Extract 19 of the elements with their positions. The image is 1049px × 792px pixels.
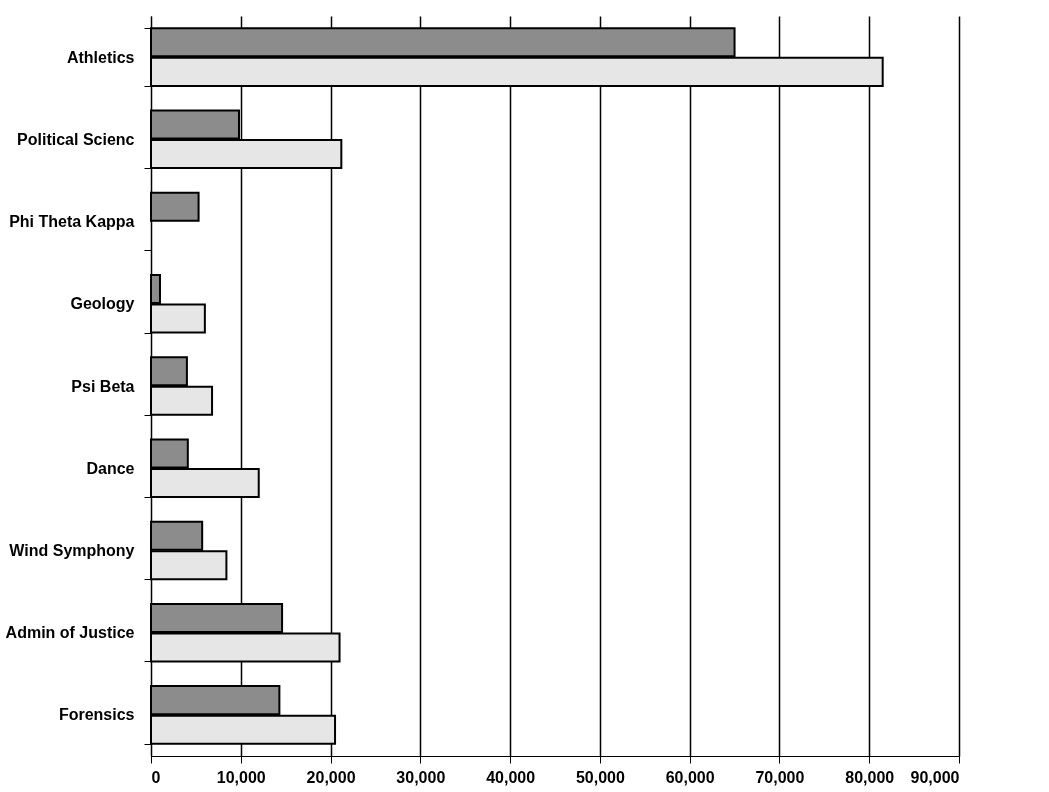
y-tick-label: Phi Theta Kappa xyxy=(9,213,135,231)
y-tick-label: Political Scienc xyxy=(17,130,135,148)
x-tick-label: 50,000 xyxy=(575,768,625,786)
x-tick-label: 60,000 xyxy=(665,768,715,786)
x-tick-label: 90,000 xyxy=(910,768,960,786)
y-tick-label: Forensics xyxy=(58,706,135,724)
x-tick-label: 70,000 xyxy=(755,768,805,786)
y-tick-label: Dance xyxy=(86,459,135,477)
y-tick-label: Psi Beta xyxy=(71,377,135,395)
y-tick-label: Athletics xyxy=(66,48,135,66)
y-tick-label: Geology xyxy=(70,295,135,313)
y-tick-label: Wind Symphony xyxy=(9,541,135,559)
y-tick-label: Admin of Justice xyxy=(5,624,135,642)
x-tick-label: 0 xyxy=(151,768,161,786)
x-tick-label: 40,000 xyxy=(486,768,536,786)
x-tick-label: 10,000 xyxy=(216,768,266,786)
x-tick-label: 80,000 xyxy=(845,768,895,786)
x-tick-label: 30,000 xyxy=(396,768,446,786)
x-tick-label: 20,000 xyxy=(306,768,356,786)
